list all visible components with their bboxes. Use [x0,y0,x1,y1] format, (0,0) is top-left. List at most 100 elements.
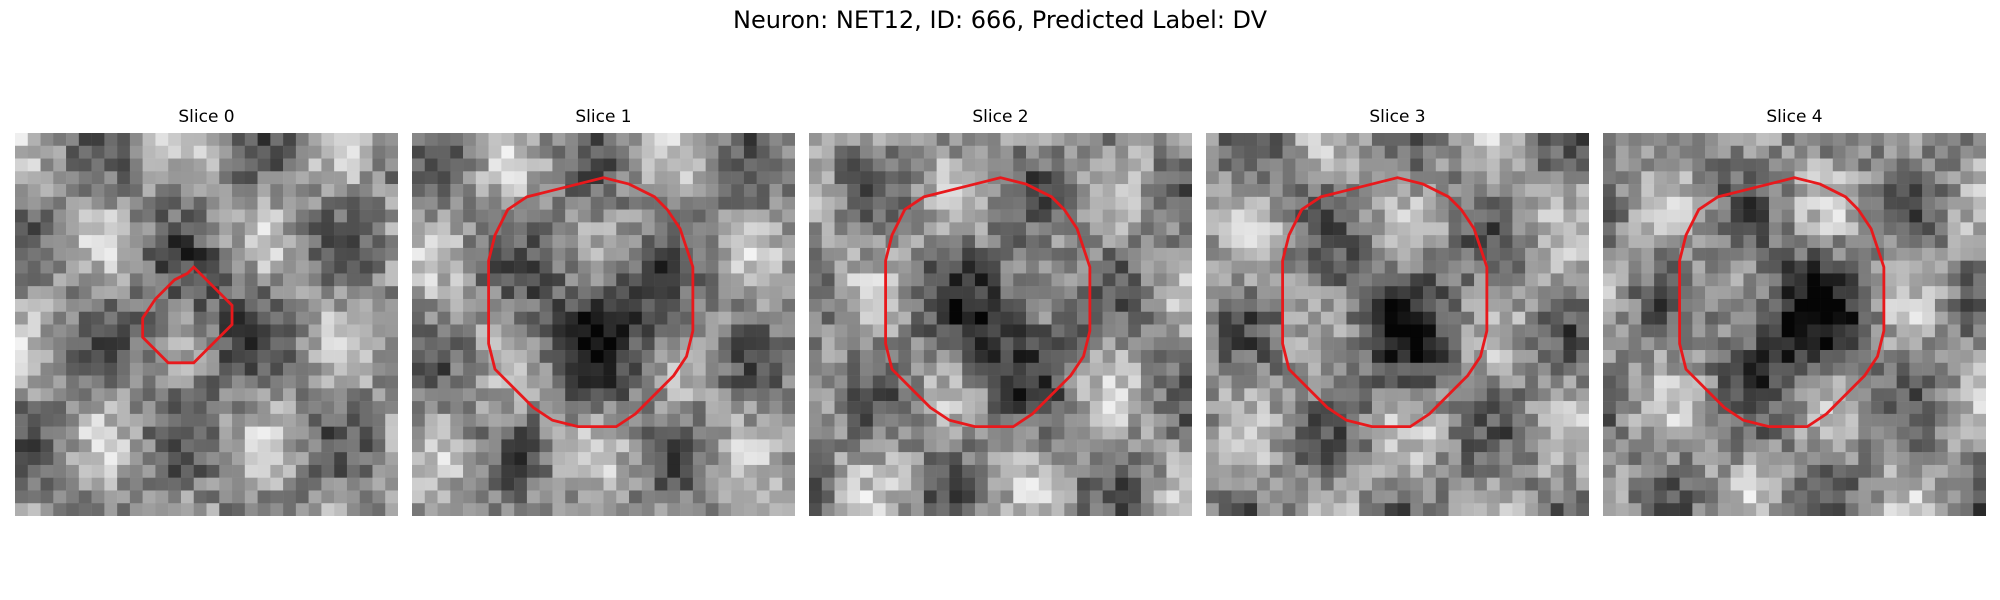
pixel [372,197,385,210]
pixel [438,414,451,427]
pixel [309,261,322,274]
pixel [92,197,105,210]
pixel [1359,210,1372,223]
pixel [1179,350,1192,363]
pixel [28,159,41,172]
pixel [1705,261,1718,274]
pixel [962,222,975,235]
pixel [1206,363,1219,376]
pixel [1346,210,1359,223]
pixel [1807,299,1820,312]
pixel [667,376,680,389]
pixel [1232,478,1245,491]
pixel [296,490,309,503]
pixel [1001,337,1014,350]
pixel [1346,235,1359,248]
pixel [1232,273,1245,286]
pixel [207,312,220,325]
pixel [1308,222,1321,235]
pixel [847,235,860,248]
pixel [1128,299,1141,312]
pixel [604,248,617,261]
pixel [1782,376,1795,389]
pixel [476,427,489,440]
pixel [578,210,591,223]
pixel [334,465,347,478]
pixel [1563,197,1576,210]
pixel [604,133,617,146]
pixel [1948,325,1961,338]
pixel [270,146,283,159]
pixel [718,376,731,389]
pixel [1922,159,1935,172]
pixel [1922,235,1935,248]
pixel [1948,159,1961,172]
pixel [270,197,283,210]
pixel [143,133,156,146]
pixel [1039,414,1052,427]
pixel [1295,337,1308,350]
pixel [962,261,975,274]
pixel [1410,325,1423,338]
pixel [425,490,438,503]
pixel [1359,325,1372,338]
pixel [1909,414,1922,427]
pixel [1372,248,1385,261]
pixel [1270,337,1283,350]
pixel [988,197,1001,210]
slice-panel-1: Slice 1 [412,107,795,516]
pixel [130,325,143,338]
pixel [744,312,757,325]
pixel [79,452,92,465]
pixel [1616,337,1629,350]
pixel [1616,414,1629,427]
pixel [1232,184,1245,197]
pixel [1449,299,1462,312]
pixel [949,286,962,299]
pixel [1398,503,1411,516]
pixel [232,210,245,223]
pixel [1973,273,1986,286]
pixel [975,350,988,363]
pixel [438,427,451,440]
pixel [438,286,451,299]
pixel [975,312,988,325]
pixel [207,325,220,338]
pixel [1295,235,1308,248]
pixel [66,427,79,440]
pixel [296,222,309,235]
pixel [1667,363,1680,376]
pixel [1909,363,1922,376]
pixel [1563,235,1576,248]
pixel [924,273,937,286]
pixel [1321,133,1334,146]
pixel [1257,222,1270,235]
pixel [1001,350,1014,363]
pixel [1103,337,1116,350]
pixel [514,439,527,452]
pixel [1512,452,1525,465]
pixel [245,261,258,274]
pixel [79,299,92,312]
pixel [425,478,438,491]
pixel [245,337,258,350]
pixel [1692,337,1705,350]
pixel [1948,171,1961,184]
pixel [425,465,438,478]
pixel [1667,376,1680,389]
pixel [604,197,617,210]
pixel [744,325,757,338]
pixel [347,299,360,312]
pixel [1500,325,1513,338]
pixel [1270,171,1283,184]
pixel [1283,312,1296,325]
pixel [1807,325,1820,338]
pixel [1154,171,1167,184]
pixel [629,133,642,146]
pixel [1833,197,1846,210]
pixel [438,146,451,159]
pixel [1500,414,1513,427]
pixel [873,184,886,197]
pixel [514,171,527,184]
pixel [616,210,629,223]
